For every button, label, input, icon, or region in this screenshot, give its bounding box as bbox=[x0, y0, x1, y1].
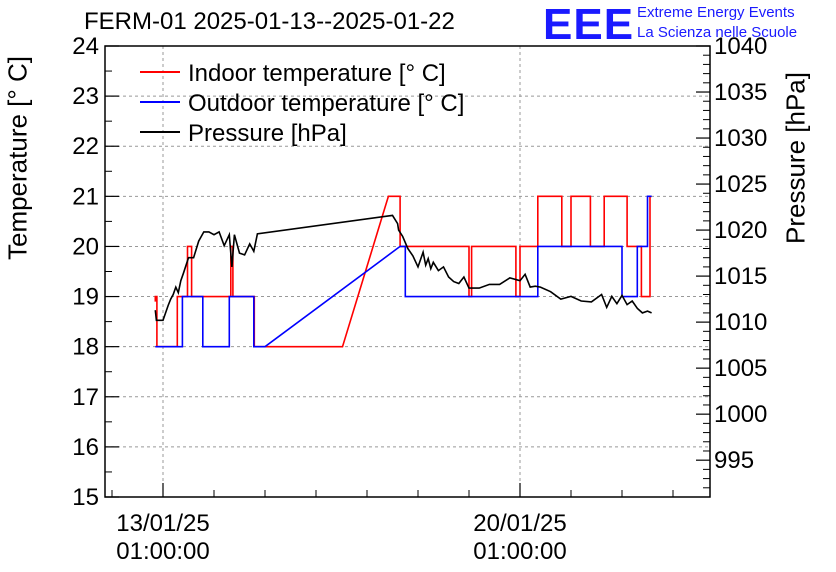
y-tick-label: 17 bbox=[72, 384, 99, 411]
y2-tick-label: 1035 bbox=[714, 79, 767, 106]
legend: Indoor temperature [° C] Outdoor temperat… bbox=[140, 60, 464, 147]
chart-title: FERM-01 2025-01-13--2025-01-22 bbox=[84, 8, 455, 35]
y2-tick-label: 1000 bbox=[714, 401, 767, 428]
y2-tick-label: 1005 bbox=[714, 355, 767, 382]
y-tick-label: 24 bbox=[72, 33, 99, 60]
series-line bbox=[154, 214, 652, 322]
legend-label: Indoor temperature [° C] bbox=[188, 60, 446, 87]
eee-logo: EEE bbox=[543, 0, 635, 49]
y-tick-label: 18 bbox=[72, 334, 99, 361]
legend-label: Pressure [hPa] bbox=[188, 120, 347, 147]
axis-ticks: 15 16 17 18 19 20 21 22 23 24 995 1000 1005 1010 1015 1… bbox=[72, 33, 767, 565]
x-tick-label-date: 13/01/25 bbox=[116, 510, 209, 537]
y-axis-label-left: Temperature [° C] bbox=[2, 55, 33, 261]
series-line bbox=[155, 195, 652, 348]
series-line bbox=[154, 195, 652, 348]
logo-line-1: Extreme Energy Events bbox=[637, 4, 795, 21]
y2-tick-label: 1025 bbox=[714, 171, 767, 198]
y-tick-label: 23 bbox=[72, 83, 99, 110]
x-tick-label-time: 01:00:00 bbox=[473, 538, 566, 565]
y2-tick-label: 995 bbox=[714, 447, 754, 474]
y-tick-label: 22 bbox=[72, 133, 99, 160]
series-group bbox=[154, 195, 652, 348]
y2-tick-label: 1015 bbox=[714, 263, 767, 290]
y-tick-label: 21 bbox=[72, 183, 99, 210]
logo-line-2: La Scienza nelle Scuole bbox=[637, 24, 798, 41]
legend-label: Outdoor temperature [° C] bbox=[188, 90, 464, 117]
x-tick-label-date: 20/01/25 bbox=[473, 510, 566, 537]
x-tick-label-time: 01:00:00 bbox=[116, 538, 209, 565]
y-tick-label: 16 bbox=[72, 434, 99, 461]
y2-tick-label: 1030 bbox=[714, 125, 767, 152]
y-axis-label-right: Pressure [hPa] bbox=[780, 72, 811, 244]
y-tick-label: 20 bbox=[72, 233, 99, 260]
y2-tick-label: 1040 bbox=[714, 33, 767, 60]
y-tick-label: 15 bbox=[72, 484, 99, 511]
y2-tick-label: 1020 bbox=[714, 217, 767, 244]
y2-tick-label: 1010 bbox=[714, 309, 767, 336]
y-tick-label: 19 bbox=[72, 284, 99, 311]
